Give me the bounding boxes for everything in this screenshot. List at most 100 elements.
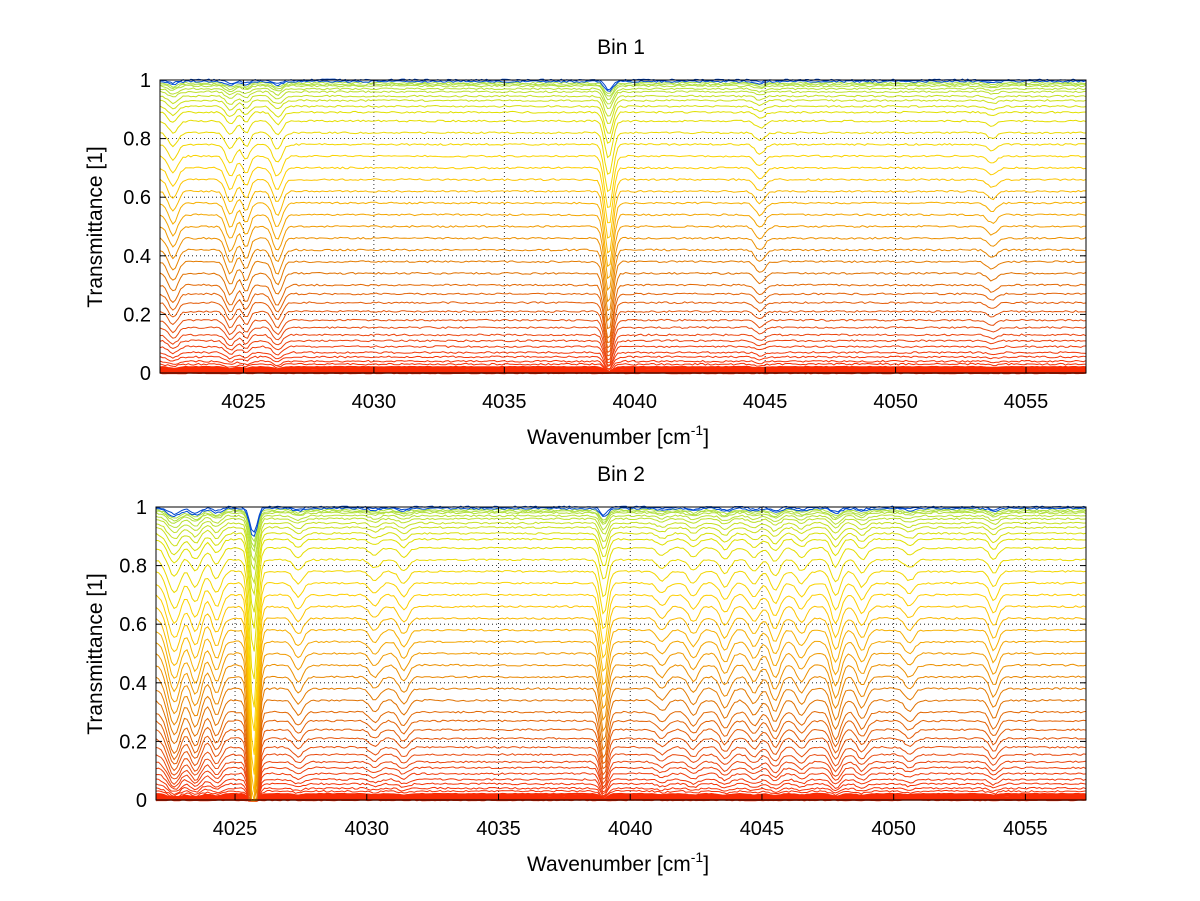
series-line [155, 593, 1087, 755]
series-line [155, 745, 1087, 802]
series-line [155, 509, 1087, 549]
series-line [159, 326, 1087, 361]
series-line [159, 333, 1087, 364]
series-line [159, 362, 1087, 372]
series-line [155, 698, 1087, 802]
series-line [155, 521, 1087, 585]
series-line [159, 355, 1087, 371]
series-line [155, 605, 1087, 775]
series-line [159, 213, 1087, 280]
y-tick-label: 0.4 [123, 246, 151, 268]
series-line [155, 558, 1087, 680]
series-line [155, 652, 1087, 802]
series-line [155, 537, 1087, 629]
series-line [159, 201, 1087, 268]
x-tick-label: 4040 [608, 818, 653, 840]
series-line [159, 154, 1087, 209]
series-line [155, 546, 1087, 652]
y-tick-label: 0 [140, 363, 151, 385]
series-line [159, 310, 1087, 354]
x-axis-label-main: Wavenumber [cm [527, 426, 691, 449]
axes-border [155, 506, 1087, 801]
series-line [159, 81, 1087, 94]
series-line [155, 786, 1087, 802]
x-tick-label: 4035 [476, 818, 521, 840]
series-line [159, 292, 1087, 344]
y-tick-label: 0 [136, 790, 147, 812]
series-line [159, 110, 1087, 144]
series-line [155, 753, 1087, 802]
x-tick-label: 4035 [482, 391, 527, 413]
series-line [159, 351, 1087, 370]
series-line [155, 782, 1087, 802]
y-tick-label: 0.4 [119, 673, 147, 695]
series-line [159, 166, 1087, 224]
series-line [159, 368, 1087, 374]
y-tick-label: 0.2 [123, 304, 151, 326]
y-tick-label: 0.6 [119, 614, 147, 636]
y-axis-ticks: 0 0.2 0.4 0.6 0.8 1 [119, 497, 1086, 812]
chart-title: Bin 1 [597, 36, 645, 59]
series-line [159, 143, 1087, 193]
series-line [159, 271, 1087, 330]
y-axis-label: Transmittance [1] [84, 573, 107, 734]
series-line [155, 514, 1087, 562]
x-tick-label: 4040 [612, 391, 657, 413]
axes-border [159, 79, 1087, 374]
y-tick-label: 1 [136, 497, 147, 519]
series-line [155, 628, 1087, 801]
series-line [159, 236, 1087, 303]
x-tick-label: 4045 [743, 391, 788, 413]
series-line [155, 794, 1087, 802]
series-line [159, 345, 1087, 368]
y-tick-label: 0.6 [123, 187, 151, 209]
x-tick-label: 4050 [871, 818, 916, 840]
x-tick-label: 4055 [1003, 818, 1048, 840]
series-line [156, 796, 1087, 802]
x-tick-label: 4045 [740, 818, 785, 840]
series-line [155, 687, 1087, 802]
series-line [155, 508, 1087, 543]
x-tick-label: 4030 [345, 818, 390, 840]
series-line [159, 260, 1087, 322]
series-line [155, 640, 1087, 802]
series-line [159, 359, 1087, 372]
series-line [155, 789, 1087, 802]
series-line [155, 526, 1087, 596]
y-tick-label: 0.8 [119, 556, 147, 578]
y-tick-label: 1 [140, 70, 151, 92]
series-line [155, 760, 1087, 802]
series-line [155, 778, 1087, 802]
chart-title: Bin 2 [597, 463, 645, 486]
series-line [155, 531, 1087, 613]
x-axis-ticks: 4025 4030 4035 4040 4045 4050 4055 [221, 80, 1048, 413]
x-tick-label: 4025 [221, 391, 266, 413]
series-line [159, 104, 1087, 134]
series-line [155, 581, 1087, 732]
series-line [155, 507, 1087, 538]
series-line [159, 99, 1087, 125]
series-line [159, 339, 1086, 366]
series-line [155, 772, 1087, 802]
series-line [155, 517, 1087, 571]
series-line [159, 301, 1087, 349]
series-line [155, 570, 1087, 708]
y-axis-ticks: 0 0.2 0.4 0.6 0.8 1 [123, 70, 1086, 385]
series-line [159, 84, 1087, 101]
series-line [159, 80, 1087, 92]
x-tick-label: 4050 [873, 391, 918, 413]
series-line [159, 365, 1087, 374]
subplot-bin-1: Bin 1 4025 4030 4035 4040 4045 4050 4055 00.20… [84, 36, 1087, 449]
x-axis-label-superscript: -1 [691, 422, 704, 438]
series-line [155, 663, 1087, 802]
series-line [155, 675, 1087, 802]
x-axis-ticks: 4025 4030 4035 4040 4045 4050 4055 [213, 507, 1048, 840]
x-axis-label-superscript: -1 [691, 849, 704, 865]
y-axis-label: Transmittance [1] [84, 146, 107, 307]
series-line [159, 94, 1087, 117]
x-tick-label: 4055 [1004, 391, 1049, 413]
x-tick-label: 4030 [352, 391, 397, 413]
y-tick-label: 0.8 [123, 129, 151, 151]
x-axis-label-tail: ] [703, 853, 709, 876]
